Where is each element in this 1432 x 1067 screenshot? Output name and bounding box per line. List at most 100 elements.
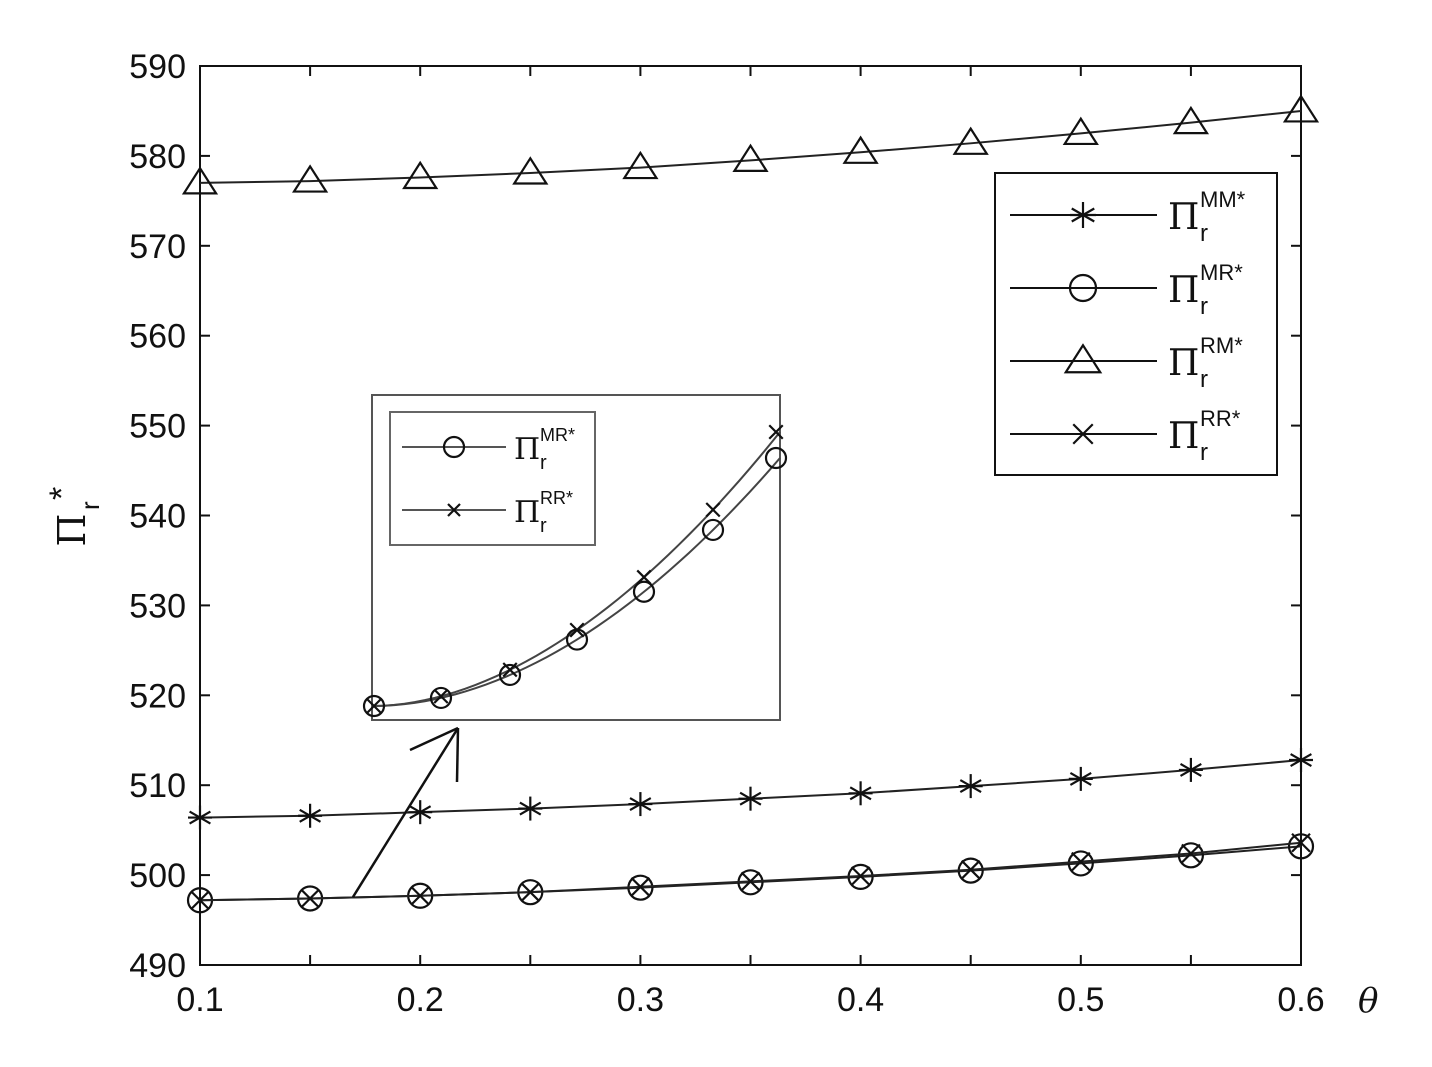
y-tick-label: 570 <box>129 228 186 266</box>
data-point-x <box>190 890 210 911</box>
legend-label-base: Π <box>1168 270 1199 311</box>
data-point-triangle <box>952 126 989 155</box>
x-tick-label: 0.5 <box>1057 981 1104 1019</box>
series-line-circle <box>199 845 1302 902</box>
data-point-triangle <box>512 156 549 185</box>
x-tick-label: 0.3 <box>617 981 664 1019</box>
x-tick-label: 0.1 <box>176 981 223 1019</box>
legend-label-base: Π <box>1168 416 1199 457</box>
series-line-x <box>199 841 1302 902</box>
data-point-triangle <box>622 150 659 180</box>
y-tick-label: 560 <box>129 318 186 356</box>
legend-marker-x <box>1072 423 1094 445</box>
legend-label-base: Π <box>1168 197 1199 238</box>
data-point-x <box>850 866 871 886</box>
data-point-x <box>1291 832 1311 853</box>
data-point-triangle <box>402 160 439 190</box>
legend-marker-triangle <box>1063 343 1103 374</box>
inset-legend-box <box>389 411 596 546</box>
data-point-triangle <box>842 135 879 164</box>
data-point-asterisk <box>408 800 433 825</box>
legend-label-sup: MM* <box>1200 187 1246 212</box>
zoom-arrow <box>351 726 460 898</box>
y-tick-label: 530 <box>129 587 186 625</box>
legend-label-base: Π <box>1168 343 1199 384</box>
inset-legend-label-sup: MR* <box>540 425 575 445</box>
inset-point-circle <box>498 663 522 687</box>
inset-legend-label-base: Π <box>514 495 540 530</box>
data-point-x <box>410 885 430 906</box>
y-tick-label: 540 <box>129 498 186 536</box>
x-axis-label: θ <box>1358 981 1378 1021</box>
inset-legend-label-sup: RR* <box>540 488 573 508</box>
y-axis-label: Π * r <box>43 487 105 547</box>
y-tick-label: 580 <box>129 138 186 176</box>
inset-legend-marker-circle <box>442 435 466 459</box>
inset-point-circle <box>764 446 788 470</box>
inset-point-circle <box>632 580 656 603</box>
inset-point-circle <box>429 686 453 710</box>
data-point-triangle <box>181 166 219 195</box>
legend-box <box>994 172 1278 476</box>
data-point-asterisk <box>1068 766 1093 791</box>
y-tick-label: 590 <box>129 48 186 86</box>
data-point-asterisk <box>958 774 983 799</box>
y-tick-label: 500 <box>129 857 186 895</box>
data-point-x <box>630 877 651 897</box>
data-point-asterisk <box>1178 757 1203 782</box>
inset-legend: Π MR*rΠ RR*r <box>402 425 575 537</box>
legend-label-sup: RR* <box>1200 406 1241 431</box>
data-point-x <box>520 882 541 902</box>
legend-label-sub: r <box>1200 293 1208 320</box>
plot-area: 490 500 510 520 530 540 550 560 570 580 590 0.1 0.2 0… <box>129 48 1324 1019</box>
inset-legend-label-base: Π <box>514 432 540 467</box>
inset-point-x <box>768 424 784 440</box>
data-point-triangle <box>1172 105 1210 135</box>
inset-point-x <box>569 622 585 638</box>
y-tick-label: 550 <box>129 408 186 446</box>
data-point-asterisk <box>738 786 763 811</box>
inset-legend-label-sub: r <box>540 515 547 537</box>
y-tick-label: 510 <box>129 767 186 805</box>
legend-marker-asterisk <box>1070 202 1096 228</box>
data-point-circle <box>1287 833 1315 860</box>
svg-text:Π: Π <box>50 513 94 546</box>
inset-point-x <box>705 502 721 518</box>
legend-label-sub: r <box>1200 220 1208 247</box>
data-point-asterisk <box>298 803 323 828</box>
data-point-triangle <box>1062 116 1099 146</box>
y-tick-label: 520 <box>129 677 186 715</box>
svg-text:*: * <box>43 487 81 500</box>
y-tick-label: 490 <box>129 947 186 985</box>
inset-point-x <box>433 688 449 704</box>
inset-legend-label-sub: r <box>540 452 547 474</box>
data-point-asterisk <box>518 796 543 821</box>
data-point-asterisk <box>848 781 873 806</box>
inset-curves <box>362 424 788 718</box>
x-tick-label: 0.6 <box>1277 981 1324 1019</box>
data-point-x <box>1181 843 1201 864</box>
data-point-triangle <box>291 164 329 193</box>
series-line-triangle <box>199 109 1302 184</box>
inset-legend-marker-x <box>447 503 461 517</box>
legend-marker-circle <box>1068 273 1098 303</box>
svg-text:r: r <box>75 501 105 510</box>
inset-point-x <box>502 662 518 678</box>
x-tick-label: 0.2 <box>397 981 444 1019</box>
legend-label-sup: RM* <box>1200 333 1243 358</box>
inset-zoom-panel: Π MR*rΠ RR*r <box>362 394 788 721</box>
inset-point-circle <box>701 518 725 542</box>
inset-point-x <box>366 698 382 714</box>
data-point-asterisk <box>1289 748 1313 773</box>
data-point-x <box>740 871 761 892</box>
data-point-x <box>1071 851 1091 872</box>
inset-point-circle <box>362 694 386 718</box>
data-point-asterisk <box>628 792 653 817</box>
legend: Π MM*rΠ MR*rΠ RM*rΠ RR*r <box>994 172 1278 476</box>
x-tick-label: 0.4 <box>837 981 884 1019</box>
data-point-asterisk <box>188 805 212 830</box>
data-point-triangle <box>732 143 769 172</box>
legend-label-sub: r <box>1200 366 1208 393</box>
legend-label-sup: MR* <box>1200 260 1243 285</box>
